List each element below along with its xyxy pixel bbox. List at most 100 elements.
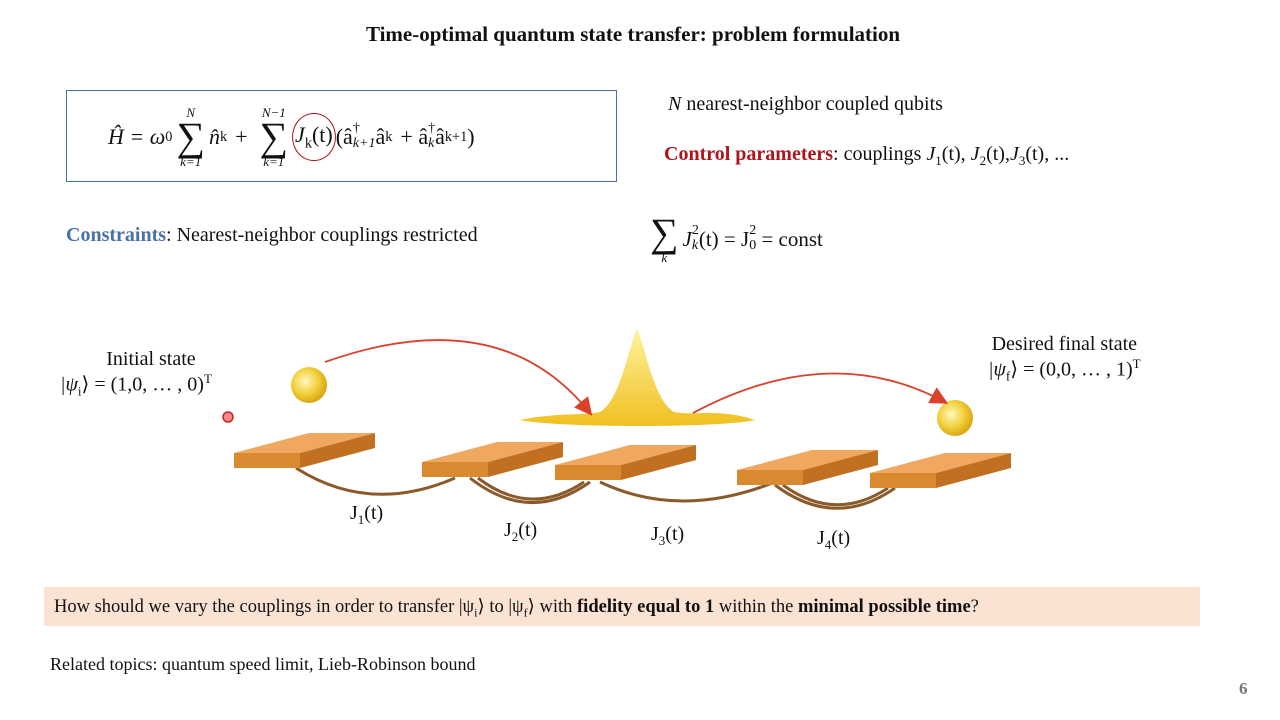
formula-box	[66, 90, 617, 182]
title: Time-optimal quantum state transfer: pro…	[365, 22, 901, 46]
initial-state: Initial state |ψi⟩ = (1,0, … , 0)T	[60, 348, 212, 400]
symbol: N	[668, 93, 682, 115]
text: : couplings	[833, 143, 922, 165]
arrow	[692, 372, 949, 414]
coupling-label: J2(t)	[504, 519, 537, 545]
coupling-label: J1(t)	[350, 502, 383, 528]
formula-part: )	[467, 124, 475, 149]
symbol: J	[651, 523, 659, 545]
sub: 1	[357, 512, 365, 527]
formula-part: + â	[400, 124, 429, 149]
arrow	[324, 339, 593, 416]
formula-part: = const	[756, 226, 823, 251]
label: Initial state	[106, 348, 196, 370]
formula-part: (t)	[311, 121, 333, 147]
formula-part: N−1	[261, 105, 286, 120]
sup: T	[203, 371, 212, 386]
formula-part: k=1	[180, 154, 202, 169]
formula-part: â	[435, 124, 445, 149]
formula-part: +	[235, 124, 248, 149]
text: within the	[714, 597, 798, 617]
planks	[234, 433, 1011, 488]
ket-rest: ⟩ = (1,0, … , 0)	[81, 373, 204, 396]
initial-excitation	[291, 367, 327, 403]
formula-part: J	[682, 226, 692, 251]
formula-part: 2	[749, 223, 757, 239]
formula-part: N	[186, 105, 196, 120]
formula-part: k	[219, 128, 228, 145]
coupling-label: J3(t)	[651, 523, 684, 549]
formula-part: k+1	[444, 128, 468, 145]
text: ⟩ with	[527, 597, 578, 617]
formula-part: k	[428, 136, 435, 151]
page-number: 6	[1239, 679, 1248, 698]
formula-part: n̂	[208, 124, 220, 149]
arg: (t), ...	[1025, 143, 1070, 165]
formula-part: ∑	[650, 209, 679, 255]
formula-part: k	[304, 135, 312, 152]
ket-rest: ⟩ = (0,0, … , 1)	[1010, 358, 1133, 381]
text: nearest-neighbor coupled qubits	[686, 93, 943, 115]
question: How should we vary the couplings in orde…	[54, 596, 979, 621]
related-topics: Related topics: quantum speed limit, Lie…	[50, 654, 476, 674]
constraints-line: Constraints: Nearest-neighbor couplings …	[66, 224, 478, 247]
formula-part: k	[661, 249, 668, 265]
formula-part: ∑	[176, 114, 205, 159]
formula-part: Ĥ = ω	[108, 124, 166, 149]
formula-part: k	[691, 238, 699, 253]
formula-part: †	[428, 121, 436, 137]
formula-part: 0	[165, 128, 173, 145]
formula-part: 0	[749, 238, 757, 253]
ket-sub: f	[1005, 368, 1011, 384]
ket: |ψ	[988, 358, 1006, 381]
coupling-label: J4(t)	[817, 527, 850, 553]
formula-part: (â	[335, 124, 353, 149]
symbol: J	[1009, 143, 1019, 165]
emphasis: fidelity equal to 1	[577, 597, 715, 617]
sub: 4	[824, 537, 832, 552]
sub: 2	[511, 529, 519, 544]
symbol: J	[350, 502, 358, 524]
formula-part: †	[352, 121, 360, 137]
symbol: J	[504, 519, 512, 541]
emphasis: minimal possible time	[798, 597, 971, 617]
arg: (t)	[831, 527, 851, 549]
couplings	[295, 466, 896, 510]
formula-part: ∑	[259, 114, 289, 159]
arg: (t),	[941, 143, 966, 165]
text: ?	[970, 597, 979, 617]
text: How should we vary the couplings in orde…	[54, 597, 475, 617]
sup: T	[1132, 356, 1141, 371]
text: : Nearest-neighbor couplings restricted	[166, 224, 478, 246]
final-excitation	[937, 400, 973, 436]
sub: 2	[979, 153, 987, 168]
formula-part: J	[295, 121, 305, 147]
pointer	[222, 411, 234, 423]
sub: i	[474, 605, 478, 620]
wave-packet	[520, 328, 755, 426]
sub: 3	[1018, 153, 1026, 168]
control-line: Control parameters: couplings J1(t), J2(…	[664, 143, 1069, 169]
label: Control parameters	[664, 143, 834, 165]
qubits-line: N nearest-neighbor coupled qubits	[668, 93, 943, 116]
arg: (t),	[986, 143, 1010, 165]
formula-part: k=1	[263, 154, 285, 169]
sub: 1	[935, 153, 942, 168]
sub: 3	[658, 533, 666, 548]
question-box	[44, 587, 1200, 626]
arg: (t)	[364, 502, 384, 524]
formula-part: 2	[691, 223, 699, 239]
arg: (t)	[665, 523, 685, 545]
arg: (t)	[518, 519, 538, 541]
text: ⟩ to |ψ	[477, 597, 524, 617]
symbol: J	[970, 143, 980, 165]
ket: |ψ	[60, 373, 78, 396]
sub: f	[523, 605, 528, 620]
formula-part: â	[375, 124, 386, 149]
final-state: Desired final state |ψf⟩ = (0,0, … , 1)T	[988, 333, 1141, 385]
formula-part: k+1	[352, 136, 376, 151]
symbol: J	[817, 527, 825, 549]
